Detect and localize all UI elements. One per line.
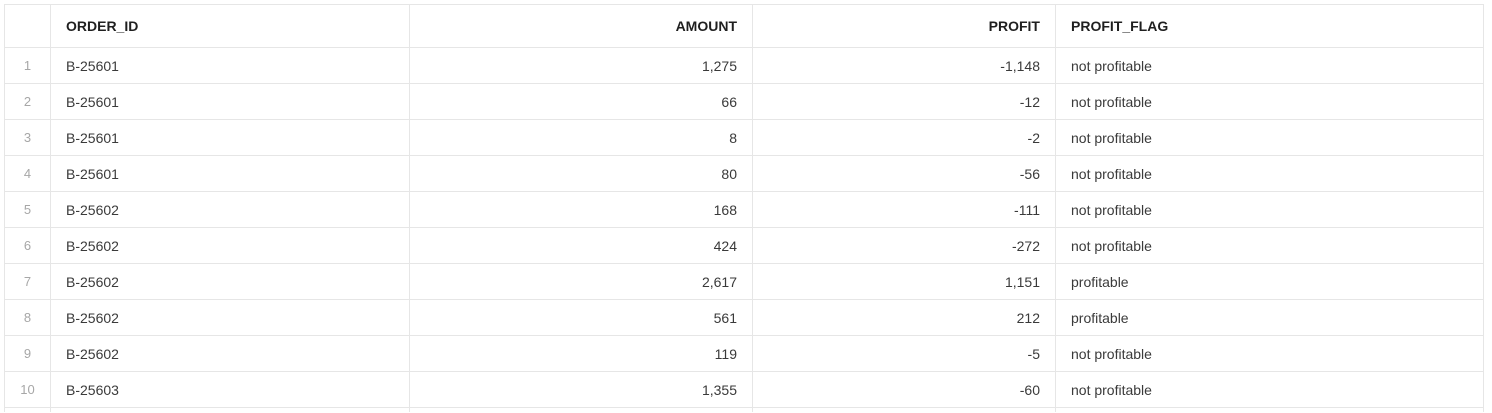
cell-amount[interactable]: 1,355 (409, 371, 753, 408)
column-header-order-id[interactable]: ORDER_ID (50, 4, 410, 48)
cell-order-id[interactable]: B-25602 (50, 263, 410, 300)
cell-profit[interactable]: -60 (752, 371, 1056, 408)
table-row[interactable]: 10 B-25603 1,355 -60 not profitable (4, 371, 1484, 408)
row-number-header (4, 4, 51, 48)
cell-order-id[interactable]: B-25603 (50, 371, 410, 408)
partial-cell (1055, 407, 1484, 412)
column-header-amount[interactable]: AMOUNT (409, 4, 753, 48)
cell-amount[interactable]: 8 (409, 119, 753, 156)
row-number: 6 (4, 227, 51, 264)
cell-profit-flag[interactable]: profitable (1055, 299, 1484, 336)
cell-profit-flag[interactable]: not profitable (1055, 191, 1484, 228)
cell-amount[interactable]: 168 (409, 191, 753, 228)
table-row[interactable]: 8 B-25602 561 212 profitable (4, 299, 1484, 336)
cell-profit-flag[interactable]: not profitable (1055, 83, 1484, 120)
cell-order-id[interactable]: B-25601 (50, 47, 410, 84)
cell-profit[interactable]: 1,151 (752, 263, 1056, 300)
cell-profit[interactable]: -272 (752, 227, 1056, 264)
row-number: 9 (4, 335, 51, 372)
table-row[interactable]: 7 B-25602 2,617 1,151 profitable (4, 263, 1484, 300)
cell-amount[interactable]: 561 (409, 299, 753, 336)
partial-cell (50, 407, 410, 412)
table-row[interactable]: 4 B-25601 80 -56 not profitable (4, 155, 1484, 192)
cell-amount[interactable]: 66 (409, 83, 753, 120)
table-row[interactable]: 6 B-25602 424 -272 not profitable (4, 227, 1484, 264)
cell-amount[interactable]: 80 (409, 155, 753, 192)
cell-profit-flag[interactable]: not profitable (1055, 47, 1484, 84)
row-number: 8 (4, 299, 51, 336)
header-row: ORDER_ID AMOUNT PROFIT PROFIT_FLAG (4, 4, 1484, 48)
cell-profit[interactable]: -56 (752, 155, 1056, 192)
partial-cell (752, 407, 1056, 412)
cell-profit-flag[interactable]: not profitable (1055, 335, 1484, 372)
row-number: 5 (4, 191, 51, 228)
cell-order-id[interactable]: B-25601 (50, 83, 410, 120)
results-table: ORDER_ID AMOUNT PROFIT PROFIT_FLAG 1 B-2… (4, 4, 1484, 412)
cell-amount[interactable]: 1,275 (409, 47, 753, 84)
row-number: 3 (4, 119, 51, 156)
cell-order-id[interactable]: B-25602 (50, 335, 410, 372)
column-header-profit[interactable]: PROFIT (752, 4, 1056, 48)
table-row[interactable]: 5 B-25602 168 -111 not profitable (4, 191, 1484, 228)
row-number: 7 (4, 263, 51, 300)
cell-order-id[interactable]: B-25601 (50, 155, 410, 192)
cell-profit[interactable]: -1,148 (752, 47, 1056, 84)
row-number: 4 (4, 155, 51, 192)
table-row-partial (4, 407, 1484, 412)
cell-order-id[interactable]: B-25602 (50, 191, 410, 228)
table-row[interactable]: 2 B-25601 66 -12 not profitable (4, 83, 1484, 120)
cell-profit[interactable]: 212 (752, 299, 1056, 336)
row-number: 2 (4, 83, 51, 120)
column-header-profit-flag[interactable]: PROFIT_FLAG (1055, 4, 1484, 48)
table-row[interactable]: 9 B-25602 119 -5 not profitable (4, 335, 1484, 372)
cell-amount[interactable]: 119 (409, 335, 753, 372)
cell-profit-flag[interactable]: not profitable (1055, 227, 1484, 264)
cell-amount[interactable]: 424 (409, 227, 753, 264)
cell-profit[interactable]: -12 (752, 83, 1056, 120)
partial-cell (4, 407, 51, 412)
cell-profit-flag[interactable]: profitable (1055, 263, 1484, 300)
cell-order-id[interactable]: B-25602 (50, 227, 410, 264)
table-body: 1 B-25601 1,275 -1,148 not profitable 2 … (4, 47, 1484, 412)
row-number: 10 (4, 371, 51, 408)
table-header: ORDER_ID AMOUNT PROFIT PROFIT_FLAG (4, 4, 1484, 48)
table-row[interactable]: 1 B-25601 1,275 -1,148 not profitable (4, 47, 1484, 84)
cell-profit[interactable]: -111 (752, 191, 1056, 228)
cell-profit[interactable]: -2 (752, 119, 1056, 156)
cell-amount[interactable]: 2,617 (409, 263, 753, 300)
cell-profit-flag[interactable]: not profitable (1055, 119, 1484, 156)
partial-cell (409, 407, 753, 412)
cell-profit[interactable]: -5 (752, 335, 1056, 372)
cell-profit-flag[interactable]: not profitable (1055, 155, 1484, 192)
cell-order-id[interactable]: B-25601 (50, 119, 410, 156)
table-row[interactable]: 3 B-25601 8 -2 not profitable (4, 119, 1484, 156)
cell-order-id[interactable]: B-25602 (50, 299, 410, 336)
row-number: 1 (4, 47, 51, 84)
cell-profit-flag[interactable]: not profitable (1055, 371, 1484, 408)
